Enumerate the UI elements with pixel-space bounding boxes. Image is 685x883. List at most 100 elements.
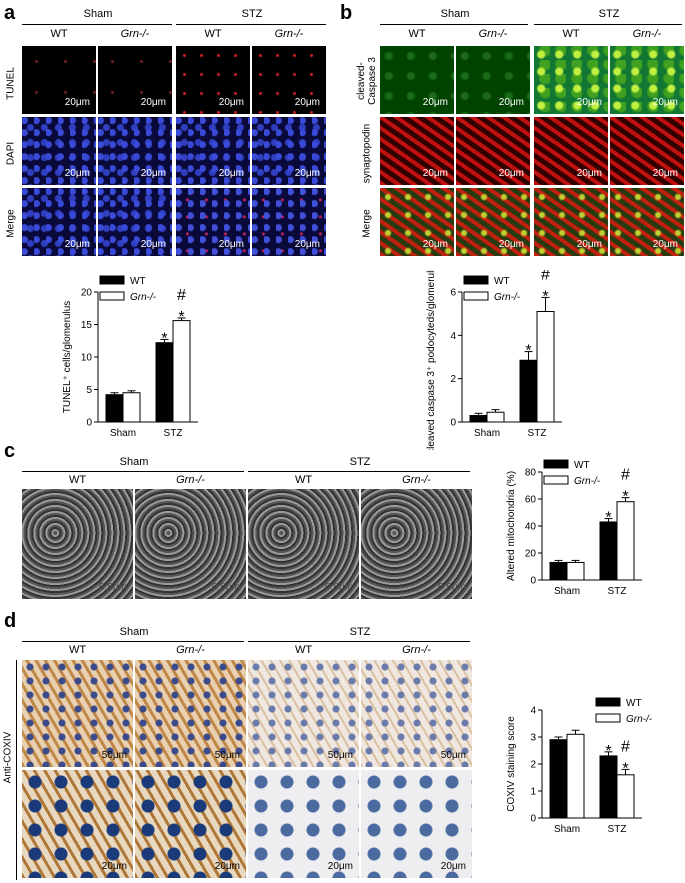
- significance-mark: #: [621, 467, 630, 484]
- bar-grn-stz: [616, 774, 635, 819]
- micrograph-caspase: 20μm: [534, 46, 608, 114]
- micrograph-merge: 20μm: [22, 188, 96, 256]
- micrograph-merge: 20μm: [176, 188, 250, 256]
- y-tick-label: 15: [81, 320, 93, 331]
- significance-mark: #: [541, 270, 550, 283]
- significance-mark: *: [525, 343, 531, 360]
- micrograph-synaptopodin: 20μm: [456, 117, 530, 185]
- x-tick-label: STZ: [608, 586, 627, 597]
- micrograph-dapi: 20μm: [252, 117, 326, 185]
- bar-grn-sham: [566, 733, 585, 819]
- col-label: WT: [294, 644, 313, 656]
- micrograph-tunel: 20μm: [98, 46, 172, 114]
- chart-b: 0 2 4 6 cleaved caspase 3⁺ podocyteds/glomer…: [426, 270, 562, 450]
- legend-swatch: [543, 475, 569, 485]
- col-label: WT: [50, 28, 68, 40]
- y-tick-label: 1: [530, 787, 536, 798]
- bar-wt-stz: [599, 521, 618, 581]
- y-tick-label: 0: [450, 418, 456, 429]
- micrograph-merge: 20μm: [456, 188, 530, 256]
- x-tick-label: STZ: [528, 428, 547, 439]
- micrograph-em: 0.5μm: [135, 489, 246, 599]
- legend-label: WT: [626, 698, 642, 709]
- group-line: [248, 641, 470, 642]
- y-tick-label: 0: [530, 814, 536, 825]
- col-label: WT: [68, 474, 87, 486]
- x-tick-label: STZ: [608, 824, 627, 835]
- group-sham-b: Sham: [440, 8, 470, 20]
- group-line: [248, 471, 470, 472]
- group-line: [22, 641, 244, 642]
- bar-wt-stz: [519, 359, 538, 423]
- chart-a: 0 5 10 15 20 TUNEL⁺ cells/glomerulus Sham STZ * *…: [62, 275, 198, 439]
- group-stz-c: STZ: [349, 456, 371, 468]
- row-label: Anti-COXIV: [2, 731, 14, 784]
- significance-mark: *: [161, 330, 167, 347]
- micrograph-ihc-zoom: 20μm: [22, 770, 133, 878]
- legend-label: Grn-/-: [574, 476, 601, 487]
- x-tick-label: Sham: [554, 586, 580, 597]
- micrograph-merge: 20μm: [610, 188, 684, 256]
- row-label: DAPI: [5, 141, 17, 166]
- bar-wt-sham: [549, 561, 568, 581]
- micrograph-em: 0.5μm: [22, 489, 133, 599]
- micrograph-merge: 20μm: [98, 188, 172, 256]
- x-tick-label: Sham: [554, 824, 580, 835]
- y-tick-label: 5: [86, 385, 92, 396]
- panel-label-b: b: [340, 2, 353, 24]
- legend-label: Grn-/-: [494, 292, 521, 303]
- bar-wt-stz: [599, 755, 618, 819]
- legend-label: Grn-/-: [626, 714, 653, 725]
- bar-grn-stz: [536, 311, 555, 423]
- legend-label: Grn-/-: [130, 292, 157, 303]
- col-label: Grn-/-: [274, 28, 304, 40]
- group-line: [380, 24, 528, 25]
- group-line: [22, 471, 244, 472]
- row-bracket: [16, 660, 17, 880]
- panel-label-a: a: [4, 2, 16, 24]
- y-tick-label: 3: [530, 733, 536, 744]
- legend-label: WT: [130, 276, 146, 287]
- micrograph-ihc: 50μm: [361, 660, 472, 767]
- significance-mark: #: [177, 287, 186, 304]
- legend-swatch: [463, 275, 489, 285]
- y-tick-label: 2: [530, 760, 536, 771]
- micrograph-merge: 20μm: [380, 188, 454, 256]
- micrograph-ihc-zoom: 20μm: [248, 770, 359, 878]
- x-tick-label: Sham: [110, 428, 136, 439]
- col-label: Grn-/-: [402, 644, 431, 656]
- legend-swatch: [543, 459, 569, 469]
- bar-wt-sham: [549, 739, 568, 819]
- row-label: synaptopodin: [361, 123, 373, 184]
- bar-grn-sham: [122, 392, 141, 423]
- bar-grn-stz: [616, 501, 635, 581]
- micrograph-dapi: 20μm: [22, 117, 96, 185]
- bar-grn-sham: [566, 561, 585, 581]
- y-tick-label: 0: [86, 418, 92, 429]
- y-tick-label: 80: [525, 468, 537, 479]
- bar-wt-sham: [105, 394, 124, 423]
- group-stz-d: STZ: [349, 626, 371, 638]
- micrograph-ihc: 50μm: [248, 660, 359, 767]
- y-tick-label: 6: [450, 288, 456, 299]
- micrograph-ihc: 50μm: [135, 660, 246, 767]
- y-tick-label: 20: [81, 288, 93, 299]
- legend-swatch: [99, 291, 125, 301]
- col-label: Grn-/-: [120, 28, 150, 40]
- col-label: Grn-/-: [632, 28, 662, 40]
- y-tick-label: 60: [525, 495, 537, 506]
- col-label: WT: [204, 28, 222, 40]
- y-axis-label: Altered mitochondria (%): [506, 471, 517, 581]
- significance-mark: *: [622, 760, 628, 777]
- legend-swatch: [463, 291, 489, 301]
- micrograph-ihc-zoom: 20μm: [135, 770, 246, 878]
- significance-mark: *: [622, 489, 628, 506]
- y-tick-label: 4: [530, 706, 536, 717]
- y-tick-label: 20: [525, 549, 537, 560]
- panel-label-d: d: [4, 610, 17, 632]
- bar-grn-sham: [486, 411, 505, 423]
- col-label: WT: [408, 28, 426, 40]
- significance-mark: #: [621, 738, 630, 755]
- col-label: Grn-/-: [478, 28, 508, 40]
- row-label: Merge: [361, 209, 373, 238]
